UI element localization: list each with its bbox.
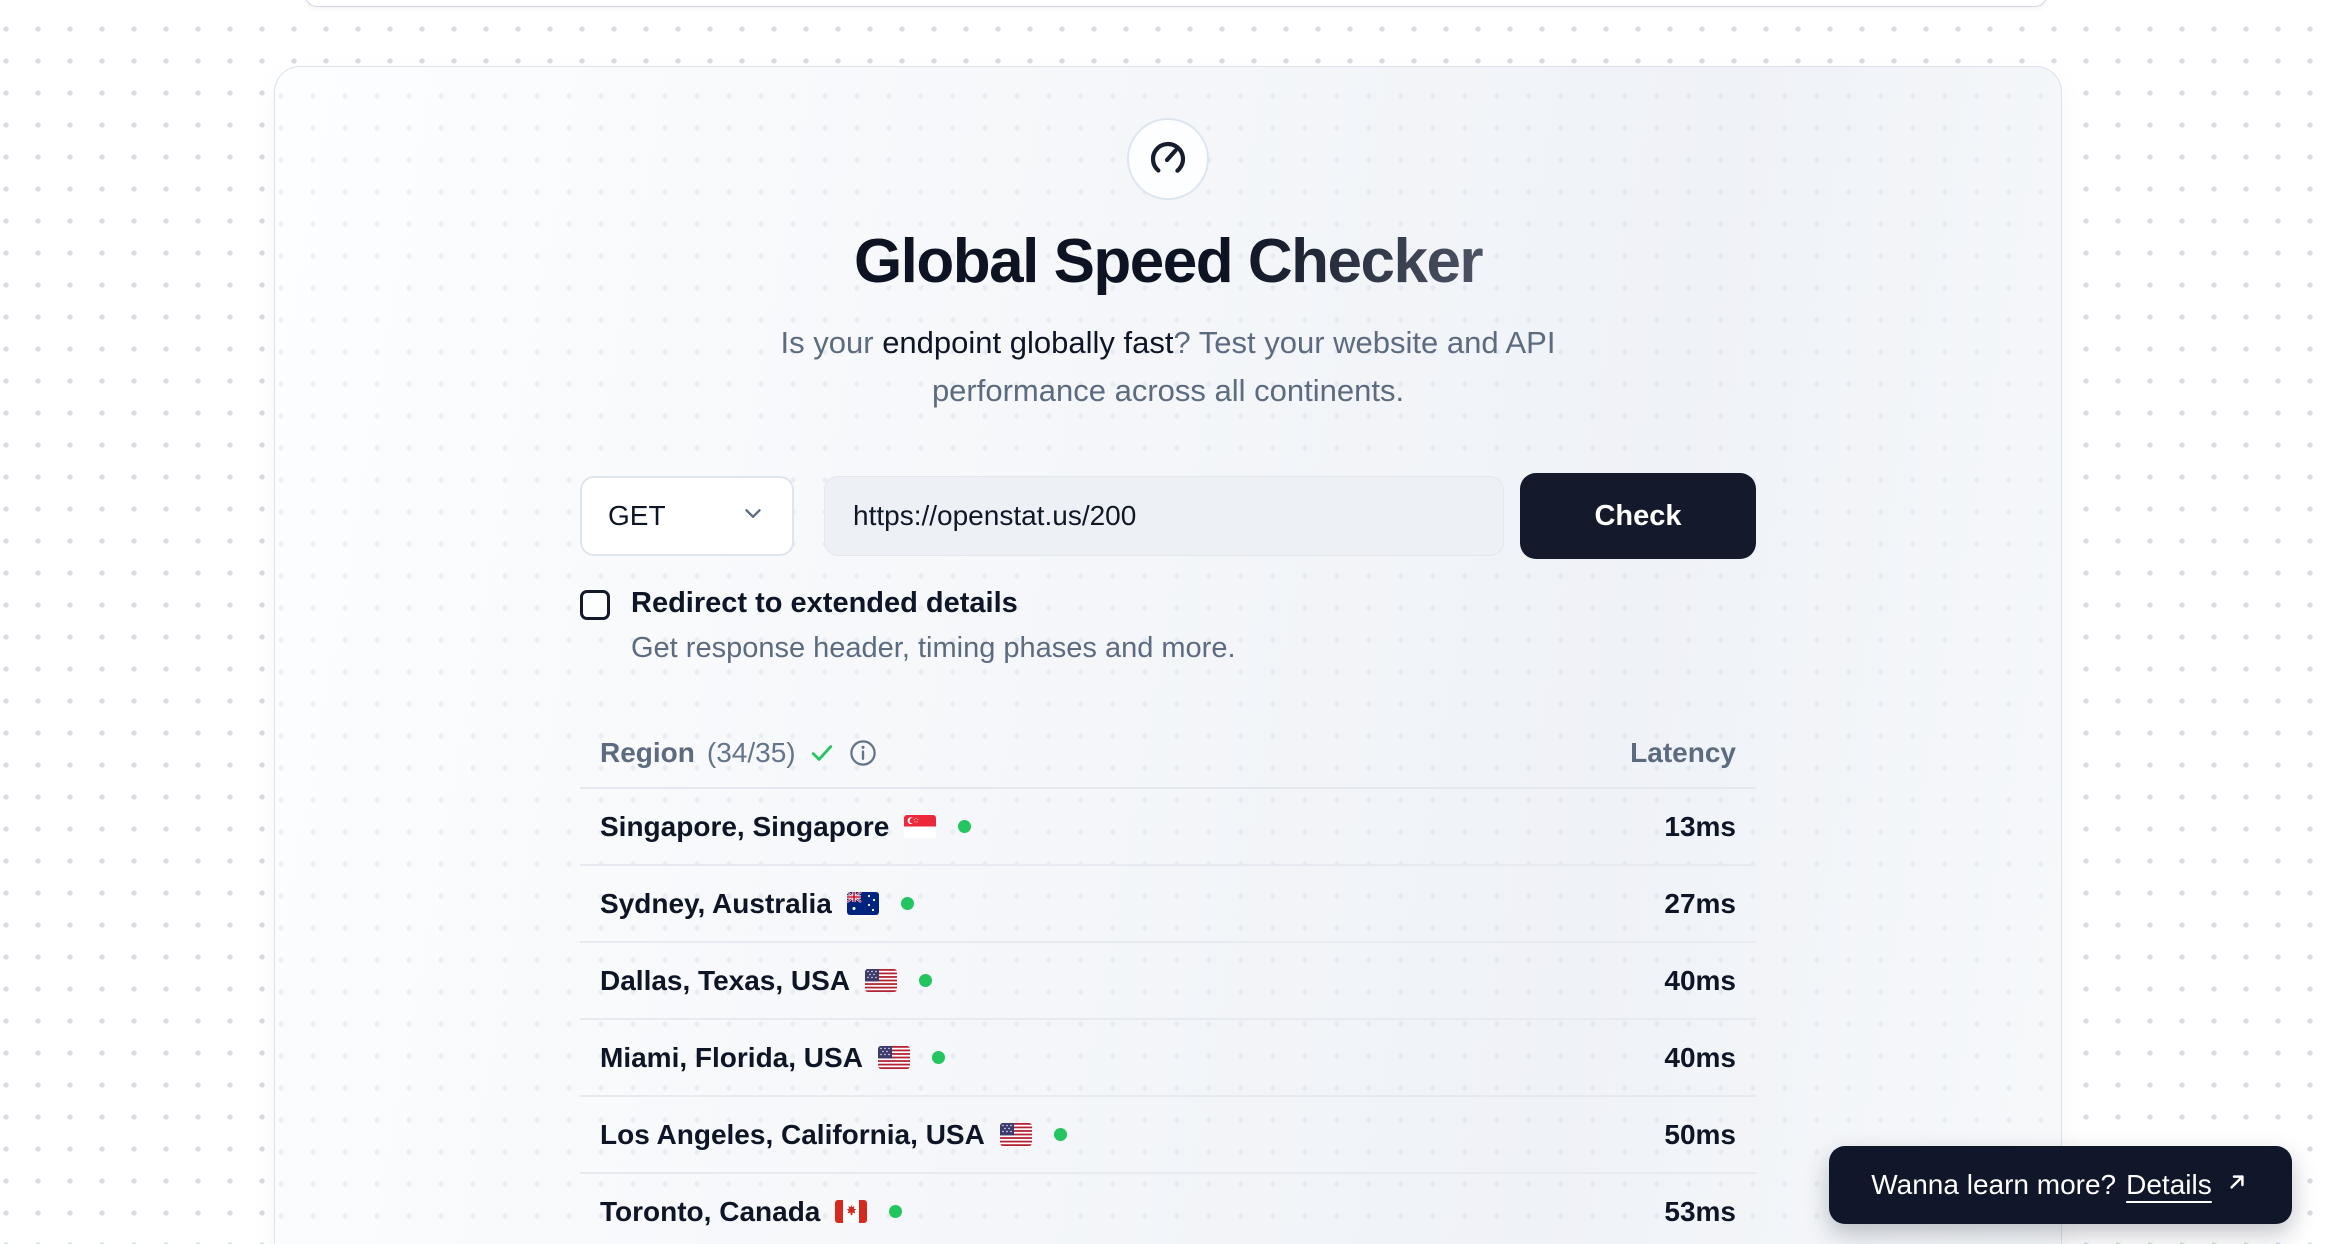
region-header-label: Region — [600, 737, 695, 768]
region-table-body: Singapore, Singapore 13ms Sydney, Austra… — [580, 789, 1756, 1244]
speedometer-icon — [1127, 118, 1209, 200]
method-select[interactable]: GET — [580, 476, 794, 556]
page-title: Global Speed Checker — [580, 226, 1756, 297]
region-table-row: Los Angeles, California, USA 50ms — [580, 1097, 1756, 1174]
latency-value: 50ms — [1664, 1118, 1736, 1150]
latency-value: 27ms — [1664, 887, 1736, 919]
region-table-row: Dallas, Texas, USA 40ms — [580, 943, 1756, 1020]
chevron-down-icon — [740, 500, 766, 533]
redirect-option: Redirect to extended details Get respons… — [580, 587, 1756, 665]
flag-icon — [877, 1046, 910, 1069]
region-table-row: Sydney, Australia 27ms — [580, 866, 1756, 943]
region-name: Sydney, Australia — [600, 887, 832, 919]
latency-value: 13ms — [1664, 810, 1736, 842]
check-icon — [808, 739, 836, 767]
status-dot — [900, 897, 914, 910]
info-icon[interactable] — [848, 738, 878, 768]
flag-icon — [865, 969, 898, 992]
flag-icon — [999, 1123, 1032, 1146]
region-name: Singapore, Singapore — [600, 810, 890, 842]
region-name: Los Angeles, California, USA — [600, 1118, 985, 1150]
status-dot — [931, 1051, 945, 1064]
flag-icon — [904, 815, 937, 838]
subtitle-post: ? Test your website and API performance … — [931, 325, 1556, 408]
check-button[interactable]: Check — [1520, 473, 1756, 559]
latency-value: 53ms — [1664, 1195, 1736, 1227]
flag-icon — [835, 1200, 868, 1223]
latency-value: 40ms — [1664, 964, 1736, 996]
subtitle-emphasis: endpoint globally fast — [882, 325, 1174, 360]
redirect-checkbox[interactable] — [580, 590, 610, 620]
redirect-checkbox-hint: Get response header, timing phases and m… — [631, 632, 1236, 664]
url-input[interactable] — [824, 476, 1504, 556]
region-name: Toronto, Canada — [600, 1195, 821, 1227]
status-dot — [919, 974, 933, 987]
method-select-value: GET — [608, 500, 666, 531]
region-name: Dallas, Texas, USA — [600, 964, 851, 996]
status-dot — [958, 820, 972, 833]
region-table-row: Miami, Florida, USA 40ms — [580, 1020, 1756, 1097]
region-name: Miami, Florida, USA — [600, 1041, 863, 1073]
details-link[interactable]: Details — [2126, 1169, 2212, 1200]
latency-header-label: Latency — [1630, 737, 1736, 768]
top-window-edge — [305, 0, 2047, 7]
status-dot — [889, 1205, 903, 1218]
status-dot — [1053, 1128, 1067, 1141]
check-form: GET Check — [580, 473, 1756, 559]
region-count: (34/35) — [706, 737, 796, 768]
speed-checker-card: Global Speed Checker Is your endpoint gl… — [274, 66, 2062, 1244]
tooltip-text: Wanna learn more? — [1871, 1169, 2117, 1200]
region-table-row: Singapore, Singapore 13ms — [580, 789, 1756, 866]
learn-more-tooltip[interactable]: Wanna learn more? Details — [1829, 1146, 2292, 1224]
region-table-row: Toronto, Canada 53ms — [580, 1174, 1756, 1244]
redirect-checkbox-label[interactable]: Redirect to extended details — [631, 587, 1018, 619]
page-subtitle: Is your endpoint globally fast? Test you… — [708, 319, 1628, 415]
latency-value: 40ms — [1664, 1041, 1736, 1073]
region-table: Region (34/35) La — [580, 737, 1756, 1244]
subtitle-pre: Is your — [780, 325, 883, 360]
arrow-up-right-icon — [2222, 1169, 2250, 1202]
region-table-header: Region (34/35) La — [580, 737, 1756, 789]
flag-icon — [846, 892, 879, 915]
